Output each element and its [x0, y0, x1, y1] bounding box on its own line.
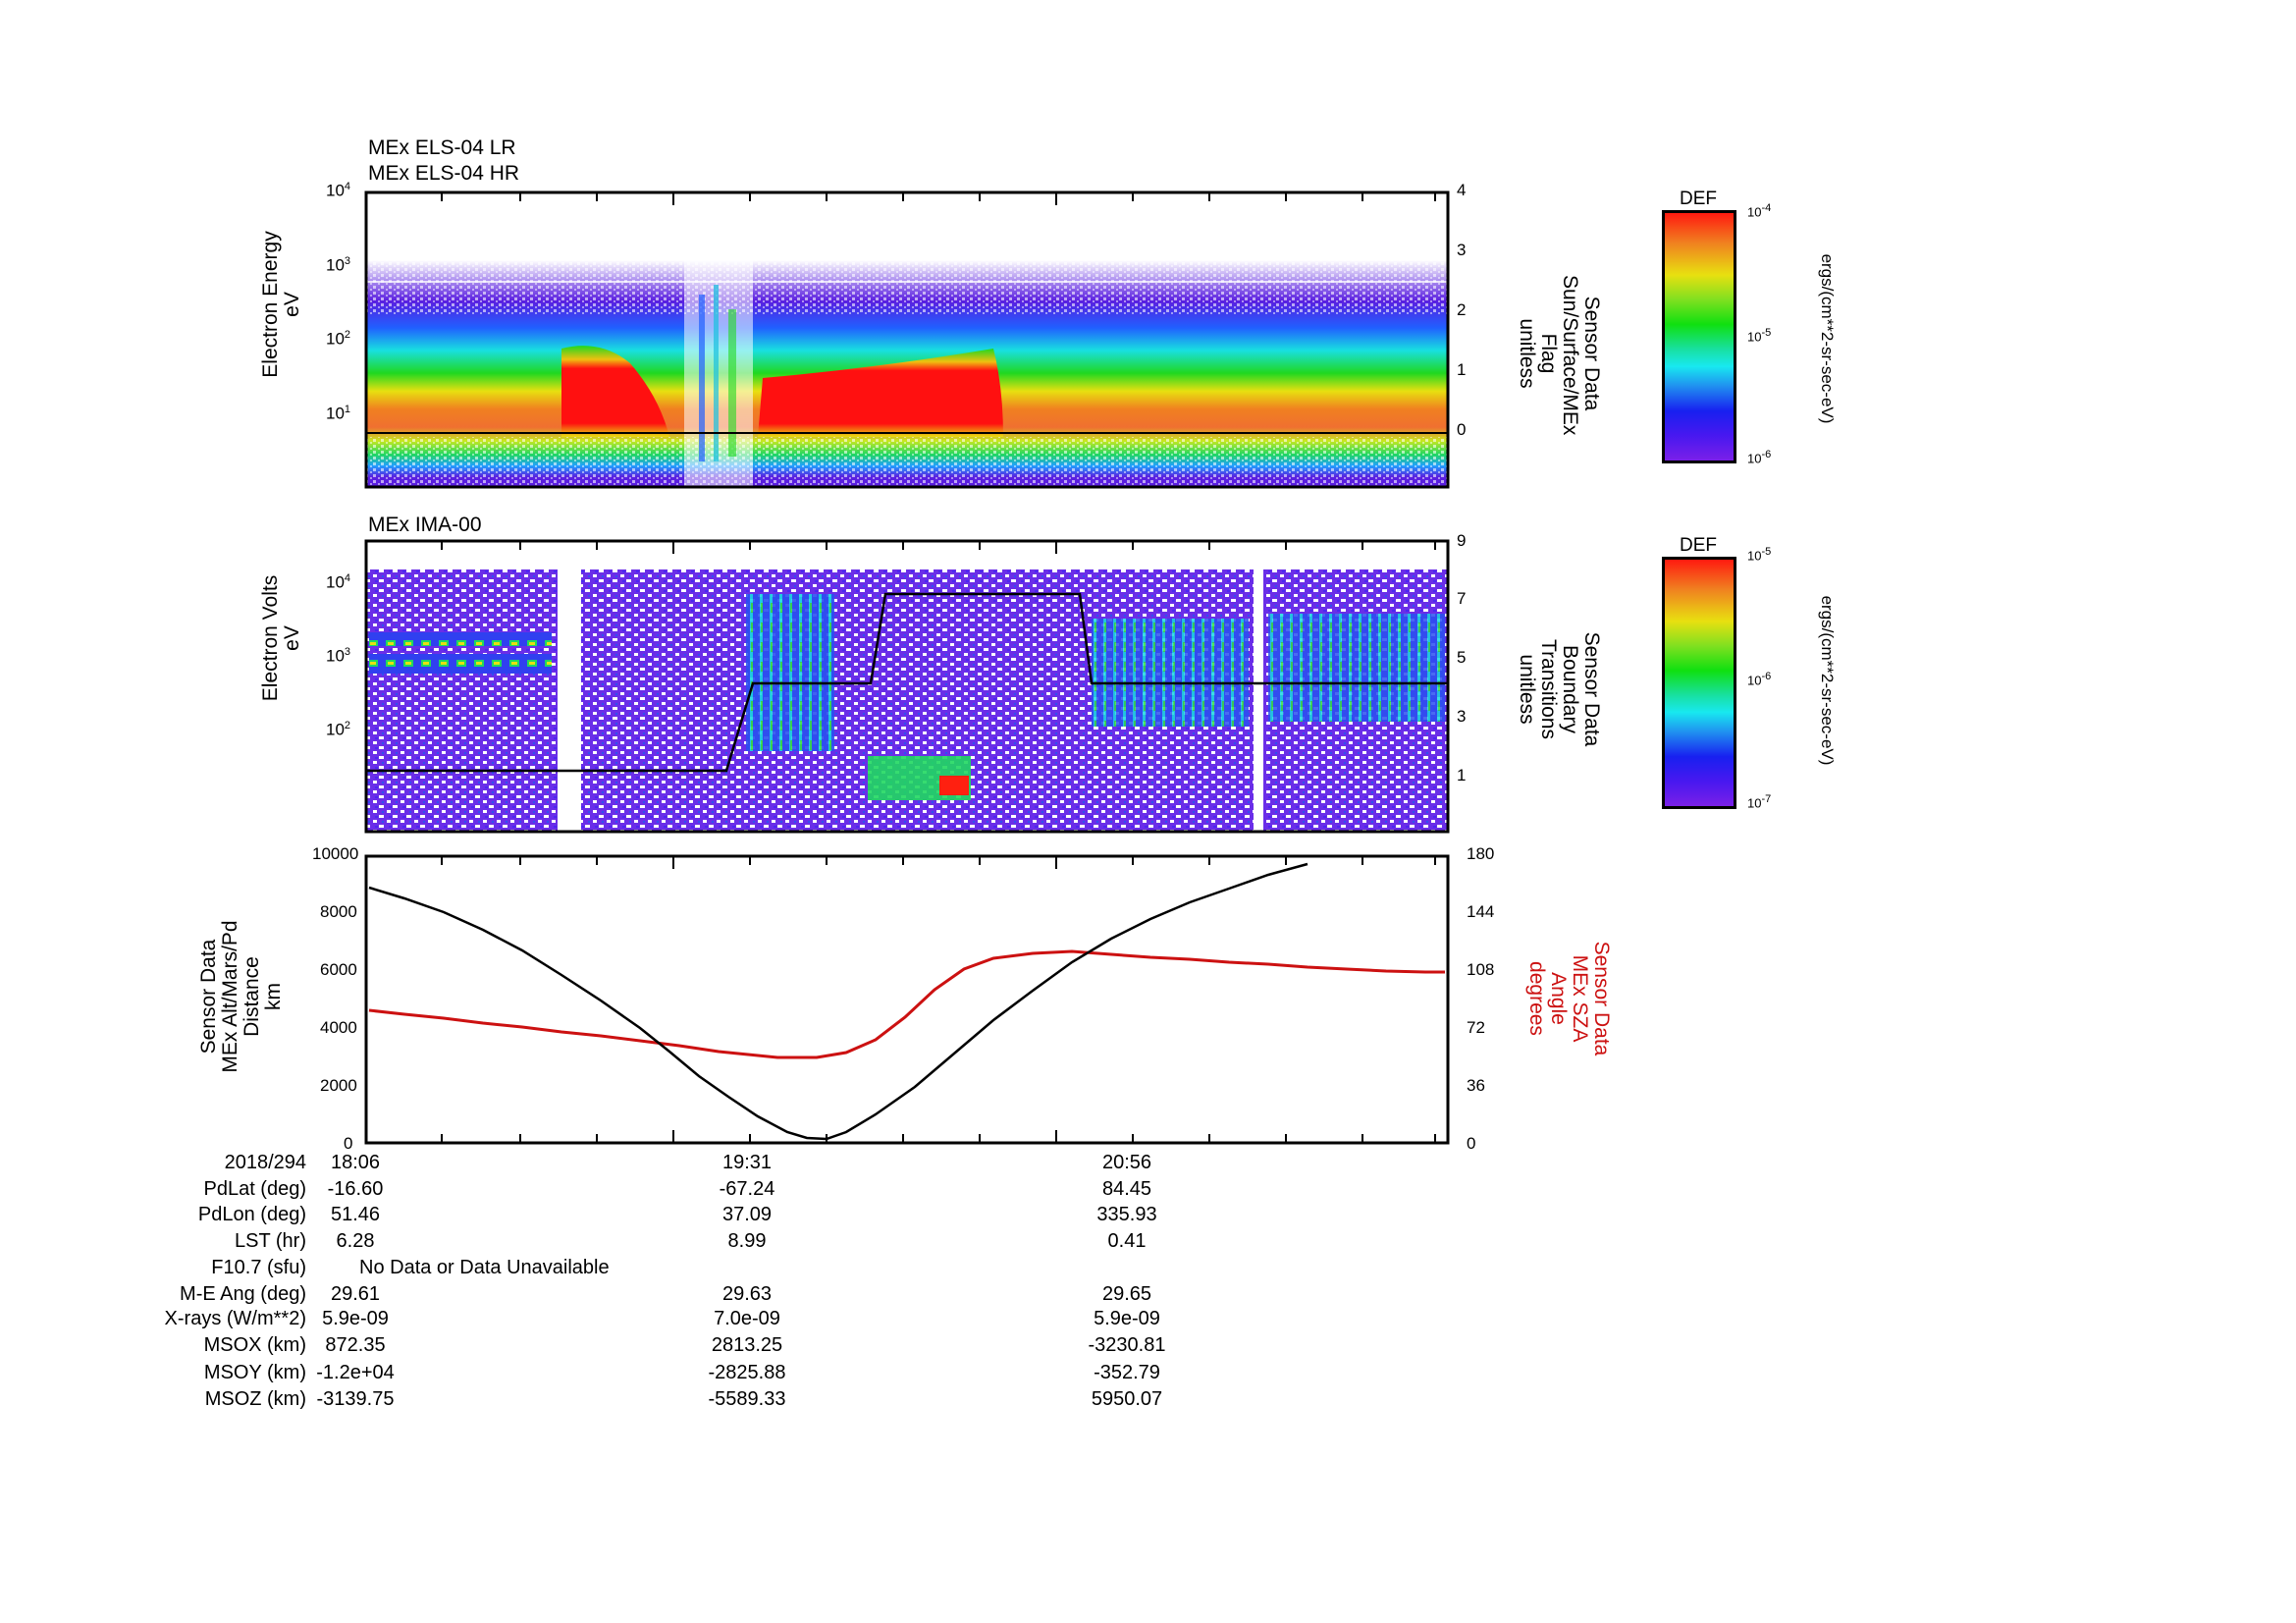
els-ytick-1e3: 103 [326, 255, 351, 275]
info-value: -352.79 [1094, 1362, 1160, 1383]
ima-y2tick-3: 3 [1457, 707, 1467, 726]
orbit-y2tick-72: 72 [1467, 1018, 1485, 1037]
info-row-label: MSOY (km) [203, 1362, 306, 1383]
info-value: 51.46 [330, 1204, 381, 1225]
info-value: 0.41 [1107, 1230, 1147, 1252]
info-row-label: X-rays (W/m**2) [164, 1308, 306, 1329]
orbit-ytick-0: 0 [344, 1134, 353, 1153]
ima-ytick-1e2: 102 [326, 720, 351, 739]
info-row-label: PdLon (deg) [197, 1204, 306, 1225]
info-row-label: 2018/294 [224, 1152, 306, 1173]
ima-spectrogram [364, 539, 1450, 834]
orbit-y2tick-180: 180 [1467, 844, 1495, 863]
info-row-label: F10.7 (sfu) [211, 1257, 306, 1278]
ima-colorbar-title: DEF [1680, 535, 1717, 556]
ima-cb-tick-top: 10-5 [1747, 546, 1772, 564]
els-cb-tick-bottom: 10-6 [1747, 449, 1772, 466]
ima-cb-tick-bottom: 10-7 [1747, 793, 1772, 811]
info-row-label: LST (hr) [235, 1230, 306, 1252]
info-value: 29.65 [1101, 1283, 1152, 1305]
ima-ytick-1e3: 103 [326, 646, 351, 666]
orbit-ytick-6000: 6000 [320, 960, 357, 979]
info-value: 8.99 [727, 1230, 767, 1252]
info-value: 335.93 [1096, 1204, 1157, 1225]
info-value: 2813.25 [711, 1334, 783, 1356]
els-colorbar-unit: ergs/(cm**2-sr-sec-eV) [1818, 253, 1837, 424]
orbit-ytick-10000: 10000 [312, 844, 359, 863]
info-value: 37.09 [721, 1204, 773, 1225]
ima-y2tick-5: 5 [1457, 648, 1467, 667]
info-value: -16.60 [327, 1178, 384, 1200]
els-ytick-1e1: 101 [326, 404, 351, 423]
ima-y2tick-7: 7 [1457, 589, 1467, 608]
info-value: 84.45 [1101, 1178, 1152, 1200]
x-tick-label: 18:06 [330, 1152, 381, 1173]
els-y2tick-3: 3 [1457, 241, 1467, 259]
info-value: -3230.81 [1088, 1334, 1166, 1356]
info-value: -2825.88 [708, 1362, 786, 1383]
info-row-label: PdLat (deg) [203, 1178, 306, 1200]
info-value: -67.24 [719, 1178, 775, 1200]
info-no-data-note: No Data or Data Unavailable [359, 1257, 610, 1278]
info-value: 29.63 [721, 1283, 773, 1305]
info-row-label: MSOX (km) [203, 1334, 306, 1356]
ima-ytick-1e4: 104 [326, 572, 351, 592]
els-cb-tick-top: 10-4 [1747, 202, 1772, 220]
orbit-y2tick-0: 0 [1467, 1134, 1476, 1153]
els-y2tick-0: 0 [1457, 420, 1467, 439]
orbit-line-plot [364, 854, 1450, 1145]
els-y2tick-1: 1 [1457, 360, 1467, 379]
info-value: 7.0e-09 [714, 1308, 780, 1329]
info-value: -1.2e+04 [316, 1362, 395, 1383]
ima-y2tick-1: 1 [1457, 766, 1467, 784]
els-ytick-1e4: 104 [326, 181, 351, 200]
orbit-y2tick-108: 108 [1467, 960, 1495, 979]
info-value: -5589.33 [708, 1388, 786, 1410]
els-title-hr: MEx ELS-04 HR [368, 162, 520, 185]
orbit-y2tick-144: 144 [1467, 902, 1495, 921]
orbit-ytick-4000: 4000 [320, 1018, 357, 1037]
info-row-label: M-E Ang (deg) [180, 1283, 306, 1305]
els-colorbar-title: DEF [1680, 189, 1717, 209]
ima-y2tick-9: 9 [1457, 531, 1467, 550]
ima-title: MEx IMA-00 [368, 514, 482, 536]
info-value: 5950.07 [1091, 1388, 1163, 1410]
info-value: -3139.75 [316, 1388, 395, 1410]
info-value: 872.35 [325, 1334, 386, 1356]
els-title-lr: MEx ELS-04 LR [368, 136, 516, 159]
orbit-y2tick-36: 36 [1467, 1076, 1485, 1095]
ima-cb-tick-mid: 10-6 [1747, 671, 1772, 688]
x-tick-label: 20:56 [1101, 1152, 1152, 1173]
els-y2tick-4: 4 [1457, 181, 1467, 199]
orbit-ytick-8000: 8000 [320, 902, 357, 921]
els-cb-tick-mid: 10-5 [1747, 327, 1772, 345]
info-value: 6.28 [336, 1230, 375, 1252]
info-value: 5.9e-09 [1094, 1308, 1160, 1329]
els-ytick-1e2: 102 [326, 329, 351, 349]
info-row-label: MSOZ (km) [204, 1388, 306, 1410]
ima-colorbar [1662, 557, 1736, 809]
x-tick-label: 19:31 [721, 1152, 773, 1173]
els-spectrogram [364, 190, 1450, 489]
info-value: 5.9e-09 [322, 1308, 389, 1329]
orbit-right-axis-label: Sensor Data MEx SZA Angle degrees [1525, 941, 1613, 1056]
els-colorbar [1662, 210, 1736, 463]
els-y2tick-2: 2 [1457, 300, 1467, 319]
info-value: 29.61 [330, 1283, 381, 1305]
ima-colorbar-unit: ergs/(cm**2-sr-sec-eV) [1818, 595, 1837, 766]
orbit-ytick-2000: 2000 [320, 1076, 357, 1095]
